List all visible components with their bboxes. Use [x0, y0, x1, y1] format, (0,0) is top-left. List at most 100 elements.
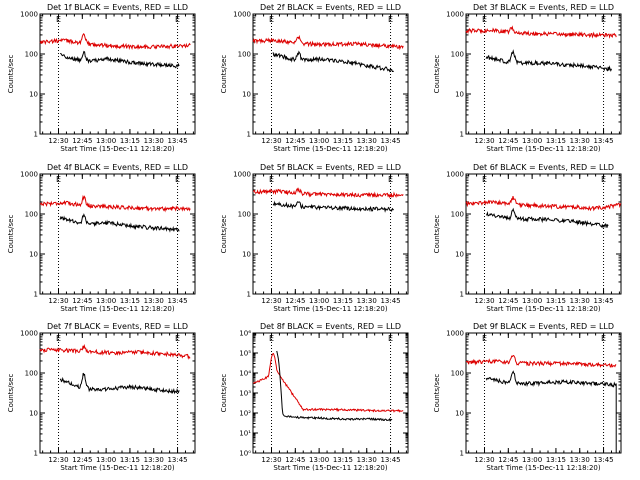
x-tick-label: 13:15: [546, 137, 566, 145]
panel-title: Det 2f BLACK = Events, RED = LLD: [260, 3, 401, 12]
time-marker-label: E: [269, 15, 274, 24]
plot-frame: [252, 332, 409, 454]
x-tick-label: 13:30: [570, 137, 590, 145]
x-tick-label: 13:30: [357, 456, 377, 464]
y-tick-label: 10: [455, 251, 464, 259]
y-tick-label: 1: [247, 131, 251, 139]
x-tick-label: 12:45: [498, 456, 518, 464]
panel-title: Det 7f BLACK = Events, RED = LLD: [47, 322, 188, 331]
x-tick-label: 13:45: [380, 456, 400, 464]
x-tick-label: 12:30: [474, 137, 494, 145]
plot-frame: [465, 13, 622, 135]
events-series-line: [485, 370, 617, 453]
events-series-line: [485, 49, 612, 72]
panel-1: Det 1f BLACK = Events, RED = LLD 1 10 100 10…: [7, 3, 196, 153]
y-axis-label: Counts/sec: [7, 374, 15, 413]
x-tick-label: 12:30: [48, 137, 68, 145]
y-tick-label: 100: [25, 51, 38, 59]
x-tick-label: 13:00: [96, 297, 116, 305]
panel-6: Det 6f BLACK = Events, RED = LLD 1 10 100 10…: [433, 163, 622, 313]
x-tick-label: 13:00: [96, 456, 116, 464]
x-tick-label: 12:45: [72, 297, 92, 305]
lld-series-line: [39, 32, 191, 51]
x-tick-label: 12:45: [72, 137, 92, 145]
y-axis-label: Counts/sec: [7, 55, 15, 94]
x-tick-label: 13:30: [570, 297, 590, 305]
lld-series-line: [39, 194, 191, 213]
time-marker-label: E: [175, 334, 180, 343]
x-tick-label: 13:00: [522, 137, 542, 145]
y-axis-label: Counts/sec: [433, 55, 441, 94]
y-tick-label: 10: [29, 251, 38, 259]
y-axis-label: Counts/sec: [433, 374, 441, 413]
panel-9: Det 9f BLACK = Events, RED = LLD 1 10 100 10…: [433, 322, 622, 472]
y-axis-label: Counts/sec: [7, 215, 15, 254]
x-tick-label: 12:45: [285, 297, 305, 305]
panel-5: Det 5f BLACK = Events, RED = LLD 1 10 100 10…: [220, 163, 409, 313]
lld-series-line: [252, 187, 404, 199]
y-tick-label: 10: [29, 410, 38, 418]
y-tick-label: 1: [34, 450, 38, 458]
time-marker-label: E: [601, 15, 606, 24]
x-tick-label: 12:30: [474, 297, 494, 305]
time-marker-label: E: [482, 175, 487, 184]
y-tick-label: 10⁴: [239, 370, 251, 378]
plot-frame: [252, 13, 409, 135]
y-tick-label: 10: [455, 91, 464, 99]
plot-frame: [465, 332, 622, 454]
x-axis-label: Start Time (15-Dec-11 12:18:20): [273, 464, 387, 472]
y-tick-label: 10²: [239, 410, 251, 418]
y-tick-label: 10⁶: [239, 330, 251, 338]
lld-series-line: [252, 353, 404, 413]
panel-title: Det 5f BLACK = Events, RED = LLD: [260, 163, 401, 172]
y-tick-label: 10: [242, 91, 251, 99]
x-tick-label: 12:45: [72, 456, 92, 464]
plot-frame: [39, 332, 196, 454]
y-tick-label: 1000: [446, 11, 464, 19]
y-tick-label: 10³: [239, 390, 251, 398]
x-tick-label: 13:30: [570, 456, 590, 464]
y-tick-label: 1: [34, 131, 38, 139]
x-tick-label: 13:30: [144, 297, 164, 305]
x-tick-label: 13:15: [333, 297, 353, 305]
y-tick-label: 10¹: [239, 430, 251, 438]
x-tick-label: 12:30: [261, 137, 281, 145]
plot-frame: [465, 173, 622, 295]
lld-series-line: [252, 34, 404, 51]
x-tick-label: 13:15: [120, 456, 140, 464]
x-tick-label: 12:45: [498, 137, 518, 145]
time-marker-label: E: [56, 175, 61, 184]
time-marker-label: E: [601, 175, 606, 184]
x-tick-label: 13:15: [546, 297, 566, 305]
events-series-line: [59, 50, 180, 69]
y-tick-label: 100: [25, 211, 38, 219]
y-axis-label: Counts/sec: [220, 215, 228, 254]
time-marker-label: E: [482, 334, 487, 343]
x-tick-label: 13:00: [522, 297, 542, 305]
time-marker-label: E: [388, 175, 393, 184]
time-marker-label: E: [269, 334, 274, 343]
x-axis-label: Start Time (15-Dec-11 12:18:20): [60, 145, 174, 153]
time-marker-label: E: [482, 15, 487, 24]
events-series-line: [272, 200, 395, 213]
panel-3: Det 3f BLACK = Events, RED = LLD 1 10 100 10…: [433, 3, 622, 153]
time-marker-label: E: [175, 15, 180, 24]
x-tick-label: 12:30: [261, 456, 281, 464]
lld-series-line: [39, 343, 191, 360]
plot-frame: [39, 173, 196, 295]
x-tick-label: 13:00: [309, 297, 329, 305]
y-tick-label: 1000: [233, 171, 251, 179]
x-tick-label: 13:15: [120, 137, 140, 145]
x-axis-label: Start Time (15-Dec-11 12:18:20): [486, 305, 600, 313]
panel-8: Det 8f BLACK = Events, RED = LLD 10⁰ 10¹ 10…: [220, 322, 409, 472]
panel-2: Det 2f BLACK = Events, RED = LLD 1 10 100 10…: [220, 3, 409, 153]
x-tick-label: 13:45: [380, 137, 400, 145]
x-tick-label: 13:45: [167, 456, 187, 464]
x-axis-label: Start Time (15-Dec-11 12:18:20): [486, 145, 600, 153]
time-marker-label: E: [56, 15, 61, 24]
y-axis-label: Counts/sec: [220, 55, 228, 94]
x-axis-label: Start Time (15-Dec-11 12:18:20): [60, 464, 174, 472]
y-tick-label: 10⁰: [239, 450, 251, 458]
x-tick-label: 13:00: [522, 456, 542, 464]
x-axis-label: Start Time (15-Dec-11 12:18:20): [60, 305, 174, 313]
